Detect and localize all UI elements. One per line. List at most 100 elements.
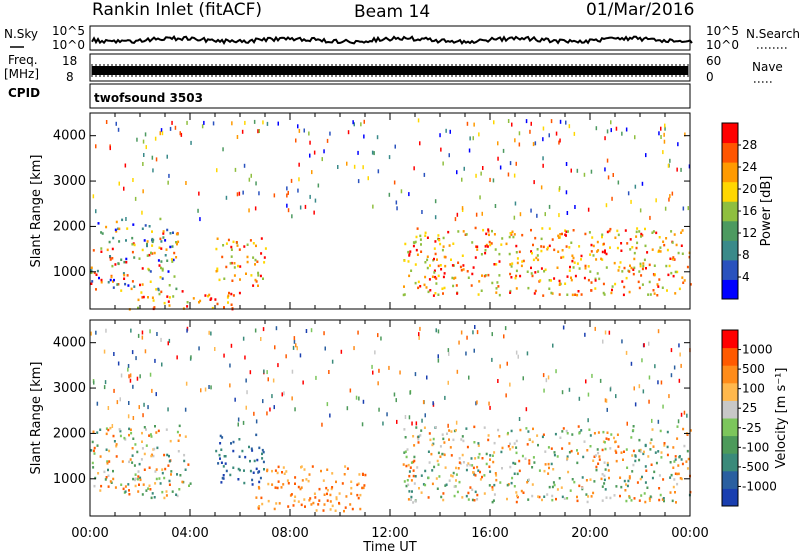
echo-cell: [468, 375, 470, 380]
echo-cell: [263, 369, 265, 374]
echo-cell: [550, 279, 552, 282]
echo-cell: [447, 380, 449, 385]
echo-cell: [487, 230, 490, 233]
echo-cell: [433, 271, 436, 274]
echo-cell: [456, 369, 459, 374]
echo-cell: [467, 462, 470, 465]
echo-cell: [230, 292, 233, 296]
echo-cell: [414, 372, 417, 377]
echo-cell: [276, 486, 279, 490]
echo-cell: [138, 405, 140, 410]
echo-cell: [477, 442, 480, 445]
echo-cell: [509, 442, 511, 446]
echo-cell: [166, 228, 169, 232]
echo-cell: [686, 433, 689, 436]
echo-cell: [161, 490, 164, 494]
echo-cell: [226, 296, 229, 299]
echo-cell: [151, 252, 154, 255]
echo-cell: [670, 373, 673, 378]
echo-cell: [431, 482, 434, 486]
echo-cell: [420, 491, 423, 494]
echo-cell: [124, 163, 127, 168]
echo-cell: [526, 443, 529, 446]
echo-cell: [516, 257, 519, 260]
echo-cell: [656, 283, 659, 286]
echo-cell: [373, 151, 375, 156]
echo-cell: [621, 270, 624, 273]
echo-cell: [300, 486, 303, 489]
echo-cell: [152, 299, 155, 302]
echo-cell: [137, 333, 140, 338]
echo-cell: [502, 148, 505, 153]
echo-cell: [441, 248, 444, 252]
echo-cell: [633, 266, 636, 270]
echo-cell: [590, 281, 593, 284]
echo-cell: [466, 445, 469, 449]
echo-cell: [123, 186, 125, 191]
echo-cell: [355, 395, 358, 400]
echo-cell: [592, 254, 595, 257]
echo-cell: [424, 469, 427, 473]
echo-cell: [566, 455, 569, 458]
echo-cell: [100, 250, 103, 253]
echo-cell: [283, 391, 285, 396]
echo-cell: [472, 330, 474, 335]
echo-cell: [426, 266, 429, 270]
echo-cell: [238, 191, 241, 196]
echo-cell: [628, 477, 631, 480]
echo-cell: [258, 446, 261, 450]
echo-cell: [515, 269, 518, 273]
colorbar-tick-label: 25: [742, 401, 757, 415]
echo-cell: [90, 449, 93, 452]
echo-cell: [96, 444, 99, 447]
echo-cell: [476, 400, 478, 405]
echo-cell: [478, 132, 480, 137]
echo-cell: [128, 433, 130, 437]
echo-cell: [377, 381, 379, 386]
echo-cell: [439, 264, 442, 267]
echo-cell: [245, 378, 247, 383]
echo-cell: [114, 228, 117, 232]
echo-cell: [515, 451, 518, 455]
echo-cell: [149, 270, 152, 273]
echo-cell: [156, 446, 159, 450]
echo-cell: [489, 243, 492, 247]
echo-cell: [528, 438, 531, 441]
echo-cell: [442, 245, 445, 248]
echo-cell: [127, 364, 130, 368]
echo-cell: [655, 231, 658, 235]
echo-cell: [681, 276, 684, 279]
echo-cell: [621, 280, 624, 283]
echo-cell: [489, 458, 491, 461]
echo-cell: [571, 259, 574, 263]
echo-cell: [648, 399, 650, 404]
echo-cell: [363, 484, 366, 487]
echo-cell: [513, 215, 516, 220]
echo-cell: [630, 436, 633, 439]
echo-cell: [277, 363, 279, 368]
echo-cell: [593, 455, 596, 458]
echo-cell: [544, 212, 546, 217]
echo-cell: [629, 264, 631, 267]
x-tick-label: 04:00: [171, 526, 208, 541]
echo-cell: [255, 419, 258, 424]
echo-cell: [388, 155, 391, 160]
echo-cell: [570, 241, 573, 244]
echo-cell: [602, 430, 605, 434]
echo-cell: [548, 133, 550, 138]
echo-cell: [596, 240, 599, 244]
echo-cell: [465, 233, 468, 236]
x-axis-label: Time UT: [362, 540, 416, 554]
echo-cell: [561, 430, 564, 433]
echo-cell: [662, 240, 665, 243]
echo-cell: [587, 392, 590, 397]
echo-cell: [233, 266, 236, 269]
echo-cell: [331, 472, 334, 475]
echo-cell: [149, 329, 151, 334]
echo-cell: [433, 269, 436, 272]
echo-cell: [325, 486, 328, 490]
echo-cell: [90, 269, 93, 272]
y-tick-label: 1000: [53, 265, 86, 280]
echo-cell: [286, 203, 288, 208]
echo-cell: [531, 494, 534, 498]
